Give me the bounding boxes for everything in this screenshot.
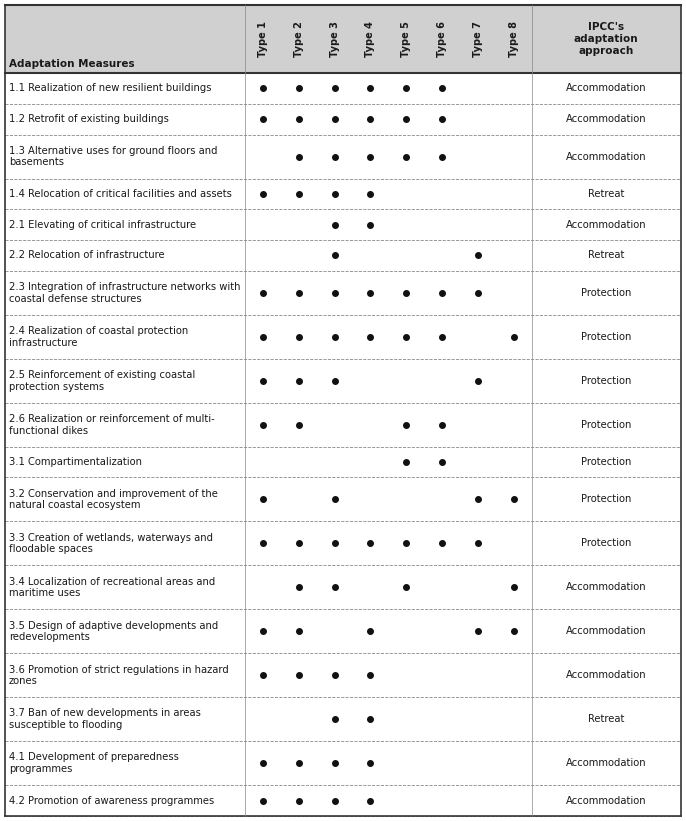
Text: Protection: Protection (581, 539, 632, 548)
Bar (5, 447, 681, 478)
Bar (5, 785, 681, 816)
Bar (5, 403, 681, 447)
Bar (5, 103, 681, 135)
Text: Protection: Protection (581, 376, 632, 386)
Text: 1.2 Retrofit of existing buildings: 1.2 Retrofit of existing buildings (9, 114, 169, 124)
Text: Accommodation: Accommodation (566, 582, 647, 593)
Text: 2.6 Realization or reinforcement of multi-
functional dikes: 2.6 Realization or reinforcement of mult… (9, 414, 215, 435)
Text: Type 5: Type 5 (401, 21, 411, 57)
Bar (5, 271, 681, 314)
Bar (5, 73, 681, 103)
Text: Type 7: Type 7 (473, 21, 483, 57)
Text: 1.3 Alternative uses for ground floors and
basements: 1.3 Alternative uses for ground floors a… (9, 146, 217, 167)
Bar (5, 240, 681, 271)
Text: Retreat: Retreat (588, 250, 624, 260)
Text: IPCC's
adaptation
approach: IPCC's adaptation approach (574, 22, 639, 56)
Text: Type 4: Type 4 (366, 21, 375, 57)
Text: Protection: Protection (581, 332, 632, 342)
Text: 2.5 Reinforcement of existing coastal
protection systems: 2.5 Reinforcement of existing coastal pr… (9, 370, 196, 392)
Text: Accommodation: Accommodation (566, 114, 647, 124)
Bar (5, 654, 681, 697)
Text: Accommodation: Accommodation (566, 220, 647, 230)
Text: 2.4 Realization of coastal protection
infrastructure: 2.4 Realization of coastal protection in… (9, 326, 188, 347)
Text: Type 6: Type 6 (437, 21, 447, 57)
Text: Adaptation Measures: Adaptation Measures (9, 59, 134, 69)
Text: 2.2 Relocation of infrastructure: 2.2 Relocation of infrastructure (9, 250, 165, 260)
Text: 1.1 Realization of new resilient buildings: 1.1 Realization of new resilient buildin… (9, 84, 211, 94)
Text: Protection: Protection (581, 457, 632, 467)
Text: 2.1 Elevating of critical infrastructure: 2.1 Elevating of critical infrastructure (9, 220, 196, 230)
Text: 3.5 Design of adaptive developments and
redevelopments: 3.5 Design of adaptive developments and … (9, 621, 218, 642)
Text: Retreat: Retreat (588, 189, 624, 199)
Bar (5, 478, 681, 521)
Text: Type 8: Type 8 (509, 21, 519, 57)
Text: 3.7 Ban of new developments in areas
susceptible to flooding: 3.7 Ban of new developments in areas sus… (9, 709, 201, 730)
Bar (5, 609, 681, 654)
Bar (5, 697, 681, 741)
Text: Type 1: Type 1 (258, 21, 268, 57)
Bar (5, 566, 681, 609)
Text: Accommodation: Accommodation (566, 152, 647, 162)
Text: 1.4 Relocation of critical facilities and assets: 1.4 Relocation of critical facilities an… (9, 189, 232, 199)
Bar (5, 5, 681, 73)
Text: Type 3: Type 3 (329, 21, 340, 57)
Text: Retreat: Retreat (588, 714, 624, 724)
Text: 2.3 Integration of infrastructure networks with
coastal defense structures: 2.3 Integration of infrastructure networ… (9, 282, 241, 304)
Text: Accommodation: Accommodation (566, 84, 647, 94)
Text: 3.2 Conservation and improvement of the
natural coastal ecosystem: 3.2 Conservation and improvement of the … (9, 488, 218, 511)
Text: 3.4 Localization of recreational areas and
maritime uses: 3.4 Localization of recreational areas a… (9, 576, 215, 599)
Bar (5, 209, 681, 240)
Bar (5, 314, 681, 359)
Bar (5, 359, 681, 403)
Text: Protection: Protection (581, 494, 632, 504)
Text: Accommodation: Accommodation (566, 759, 647, 768)
Text: 4.1 Development of preparedness
programmes: 4.1 Development of preparedness programm… (9, 752, 179, 774)
Text: Protection: Protection (581, 288, 632, 298)
Text: 4.2 Promotion of awareness programmes: 4.2 Promotion of awareness programmes (9, 796, 214, 805)
Text: 3.1 Compartimentalization: 3.1 Compartimentalization (9, 457, 142, 467)
Text: 3.6 Promotion of strict regulations in hazard
zones: 3.6 Promotion of strict regulations in h… (9, 664, 228, 686)
Text: Accommodation: Accommodation (566, 626, 647, 636)
Bar (5, 741, 681, 785)
Bar (5, 521, 681, 566)
Text: Accommodation: Accommodation (566, 796, 647, 805)
Text: 3.3 Creation of wetlands, waterways and
floodable spaces: 3.3 Creation of wetlands, waterways and … (9, 533, 213, 554)
Text: Protection: Protection (581, 420, 632, 429)
Bar (5, 135, 681, 178)
Bar (5, 178, 681, 209)
Text: Type 2: Type 2 (294, 21, 304, 57)
Text: Accommodation: Accommodation (566, 670, 647, 681)
